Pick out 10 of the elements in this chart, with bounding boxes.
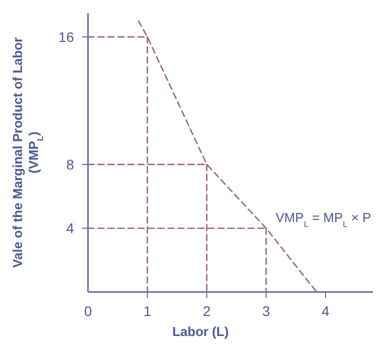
x-tick-label: 2 bbox=[202, 303, 211, 319]
y-tick-label: 8 bbox=[66, 156, 74, 172]
x-axis-title: Labor (L) bbox=[172, 324, 229, 339]
annotation: VMP$_{L}$ = MP$_{L}$ × P bbox=[276, 210, 371, 229]
x-tick-label: 4 bbox=[322, 303, 330, 319]
y-tick-label: 16 bbox=[58, 28, 74, 45]
x-tick-label: 3 bbox=[262, 303, 270, 319]
x-tick-label: 1 bbox=[143, 303, 152, 319]
y-tick-label: 4 bbox=[66, 220, 74, 236]
x-tick-label: 0 bbox=[84, 303, 92, 319]
